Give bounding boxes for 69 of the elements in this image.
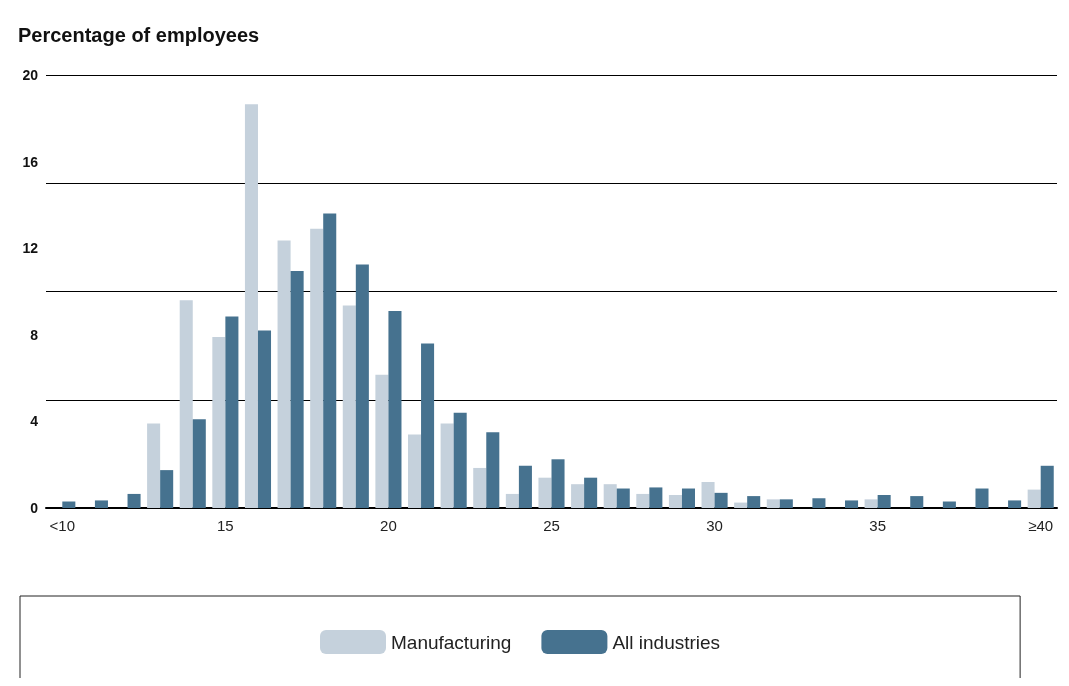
bar bbox=[603, 484, 617, 508]
bar bbox=[310, 228, 324, 508]
x-tick-label: <10 bbox=[49, 517, 76, 534]
bar bbox=[421, 343, 435, 508]
bar bbox=[212, 336, 226, 508]
bar bbox=[277, 240, 291, 508]
x-tick-label: ≥40 bbox=[1028, 517, 1054, 534]
bar bbox=[160, 470, 174, 508]
x-tick-label: 35 bbox=[869, 517, 886, 534]
bar bbox=[864, 499, 878, 508]
bar bbox=[571, 484, 585, 508]
y-axis-title: Percentage of employees bbox=[18, 24, 260, 46]
bar bbox=[473, 467, 487, 508]
x-tick-label: 30 bbox=[706, 517, 723, 534]
y-tick-label: 4 bbox=[30, 413, 39, 430]
bar bbox=[1040, 465, 1054, 508]
bar bbox=[649, 487, 663, 508]
bar bbox=[779, 499, 793, 508]
bar bbox=[616, 488, 630, 508]
bar bbox=[225, 316, 239, 508]
bar bbox=[179, 300, 193, 508]
bar bbox=[518, 465, 532, 508]
bar bbox=[408, 434, 422, 508]
bar bbox=[94, 500, 108, 508]
y-tick-label: 16 bbox=[22, 153, 39, 170]
bar bbox=[62, 501, 76, 508]
bar bbox=[975, 488, 989, 508]
bar bbox=[734, 502, 748, 508]
legend-label: All industries bbox=[612, 631, 721, 653]
bar bbox=[244, 104, 258, 508]
bar bbox=[551, 459, 565, 508]
bar bbox=[486, 432, 500, 508]
bar bbox=[1027, 489, 1041, 508]
y-tick-label: 0 bbox=[30, 500, 39, 516]
x-tick-label: 25 bbox=[543, 517, 560, 534]
x-tick-label: 20 bbox=[380, 517, 397, 534]
legend-label: Manufacturing bbox=[391, 631, 512, 653]
bar bbox=[668, 495, 682, 508]
bar bbox=[440, 423, 454, 508]
bar bbox=[388, 310, 402, 508]
bar bbox=[290, 270, 304, 508]
y-tick-label: 20 bbox=[22, 67, 39, 83]
bar bbox=[192, 419, 206, 508]
bar bbox=[453, 412, 467, 508]
bar bbox=[584, 477, 598, 508]
bar bbox=[714, 492, 728, 508]
bar bbox=[701, 482, 715, 508]
x-tick-label: 15 bbox=[217, 517, 234, 534]
bar bbox=[323, 213, 337, 508]
y-tick-label: 8 bbox=[30, 326, 39, 343]
bar bbox=[910, 496, 924, 508]
bar bbox=[342, 305, 356, 508]
bar bbox=[845, 500, 859, 508]
bar bbox=[942, 501, 956, 508]
bar bbox=[766, 499, 780, 508]
bar bbox=[812, 498, 826, 508]
bar bbox=[375, 374, 389, 508]
bar bbox=[147, 423, 161, 508]
bar bbox=[747, 496, 761, 508]
bar bbox=[636, 493, 650, 508]
bar bbox=[127, 493, 141, 508]
bar bbox=[681, 488, 695, 508]
bar bbox=[257, 330, 272, 508]
bar bbox=[1008, 500, 1022, 508]
bar bbox=[505, 493, 519, 508]
y-tick-label: 12 bbox=[22, 240, 39, 257]
bar bbox=[355, 264, 369, 508]
bar bbox=[877, 495, 891, 508]
bar bbox=[538, 477, 552, 508]
